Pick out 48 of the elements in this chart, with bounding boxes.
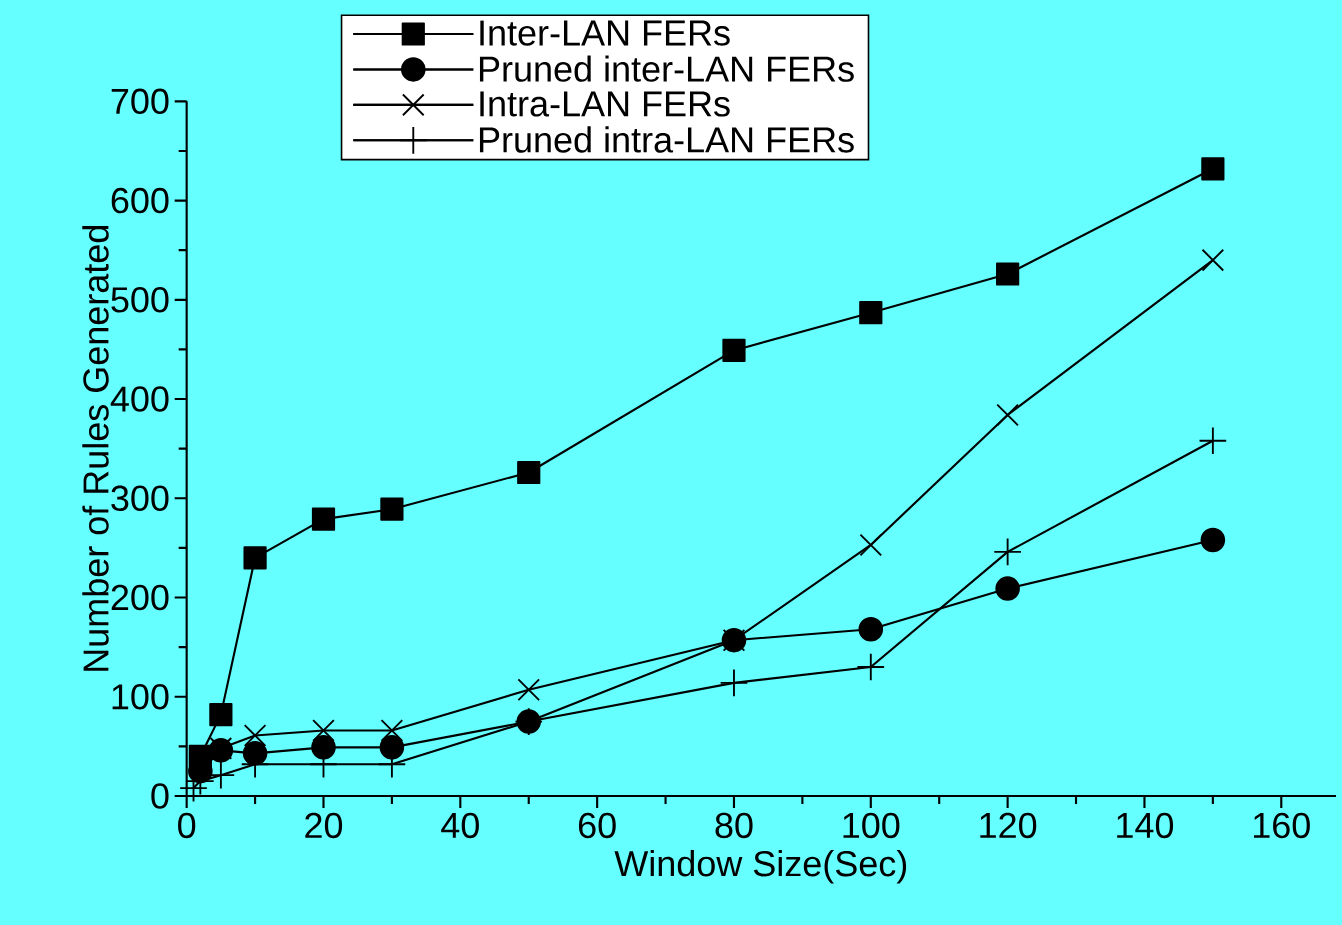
point: [996, 262, 1020, 286]
point: [1201, 248, 1225, 272]
point: [380, 719, 404, 742]
point: [1200, 527, 1226, 553]
x-tick-label: 100: [843, 812, 900, 839]
x-tick-label: 20: [305, 812, 343, 839]
point: [720, 669, 748, 697]
legend-label: Inter-LAN FERs: [480, 20, 730, 46]
legend-label: Pruned intra-LAN FERs: [479, 126, 854, 153]
y-tick-label: 600: [111, 187, 169, 214]
legend-label: Pruned inter-LAN FERs: [479, 55, 854, 82]
y-tick-label: 0: [151, 783, 169, 809]
point: [312, 719, 335, 742]
point: [243, 724, 267, 747]
point: [517, 460, 541, 485]
point: [858, 617, 884, 642]
point: [1201, 157, 1225, 181]
point: [995, 576, 1020, 601]
y-tick-label: 100: [112, 684, 169, 710]
y-tick-label: 200: [111, 584, 169, 611]
point: [859, 301, 883, 325]
x-tick-label: 80: [715, 812, 753, 839]
point: [857, 653, 885, 681]
point: [994, 538, 1021, 566]
y-tick-label: 700: [111, 88, 169, 115]
point: [380, 497, 404, 521]
point: [859, 533, 883, 557]
point: [243, 546, 267, 570]
legend-label: Intra-LAN FERs: [480, 91, 730, 117]
x-tick-label: 140: [1117, 812, 1174, 839]
point: [1199, 427, 1227, 455]
point: [722, 338, 746, 363]
point: [517, 678, 541, 702]
point: [379, 735, 405, 760]
point: [209, 703, 233, 727]
x-tick-label: 120: [980, 812, 1037, 839]
point: [311, 507, 336, 531]
y-tick-label: 300: [111, 485, 169, 512]
x-axis-title: Window Size(Sec): [614, 850, 907, 884]
x-tick-label: 160: [1253, 812, 1310, 839]
x-tick-label: 40: [441, 812, 479, 839]
y-tick-label: 400: [110, 386, 169, 412]
x-tick-label: 60: [578, 812, 616, 839]
x-tick-label: 0: [178, 812, 196, 839]
y-tick-label: 500: [111, 287, 169, 313]
y-axis-title: Number of Rules Generated: [82, 225, 109, 671]
point: [996, 403, 1019, 427]
point: [311, 735, 336, 760]
